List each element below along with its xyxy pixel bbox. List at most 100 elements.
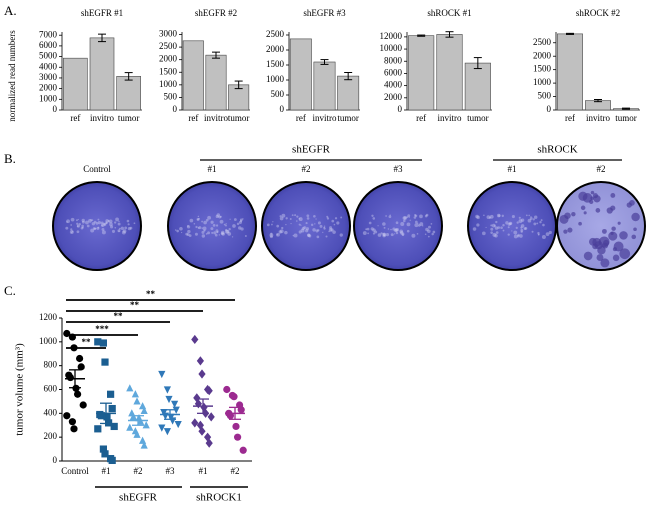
well-texture [612,254,620,262]
data-point [165,395,173,404]
well-texture [107,220,110,223]
well-label: Control [83,164,111,174]
well-texture [532,218,535,221]
well-texture [424,233,427,236]
well-texture [312,228,316,232]
well-texture [215,214,219,219]
well-texture [81,218,85,223]
well-texture [201,220,204,223]
y-tick-label: 5000 [39,51,58,61]
well-texture [541,235,546,239]
data-point [63,412,71,420]
y-tick-label: 1500 [533,64,552,74]
well-texture [109,222,113,227]
well-texture [90,219,92,221]
x-tick-label: tumor [228,113,250,123]
well-texture [425,213,429,217]
well-texture [402,234,404,236]
well-texture [66,221,68,223]
well-texture [90,228,95,233]
significance-label: *** [95,324,109,334]
well-texture [419,214,423,219]
well-texture [488,216,492,219]
well-texture [315,229,319,233]
error-bar [417,34,426,37]
well-texture [427,229,431,233]
well-texture [101,223,105,227]
y-tick-label: 0 [547,104,552,114]
x-tick-label: ref [416,113,426,123]
well-texture [601,228,607,234]
error-bar [234,80,243,90]
well-texture [279,216,284,221]
y-tick-label: 6000 [384,68,403,78]
well-texture [382,232,386,237]
well-texture [276,224,280,228]
well-texture [88,218,92,223]
well-texture [372,232,376,235]
well-texture [207,231,210,235]
data-point [163,428,171,436]
data-point [129,412,137,421]
data-point [101,358,109,366]
well-texture [307,233,311,237]
bar [436,34,463,111]
data-point [163,386,171,394]
well-texture [497,214,501,217]
well-texture [279,215,282,218]
well-texture [120,226,125,230]
well-texture [382,222,386,226]
well-texture [186,233,190,237]
well-texture [517,233,520,237]
well-texture [239,218,243,222]
y-tick-label: 1000 [39,93,58,103]
well-texture [105,221,108,224]
well-texture [322,231,324,234]
well-texture [406,216,409,219]
error-bar [98,33,106,43]
well-texture [371,214,374,217]
y-tick-label: 12000 [380,31,403,41]
well-texture [103,223,106,226]
well-texture [513,234,518,239]
data-point [191,418,199,428]
well-texture [422,225,424,227]
well-texture [336,221,340,225]
well-texture [382,234,386,238]
x-tick-label: ref [70,113,80,123]
well-texture [114,221,117,224]
data-point [108,456,116,465]
group-label: shROCK [537,144,577,156]
well-texture [631,234,637,240]
well-texture [493,225,496,227]
well-texture [495,220,498,224]
well-texture [221,232,225,236]
well-texture [501,214,504,218]
well-texture [497,226,501,229]
well-texture [372,217,376,220]
well-texture [538,233,540,236]
x-tick-label: invitro [204,113,228,123]
bar [89,37,115,111]
well-texture [229,218,231,220]
well-texture [537,233,540,236]
bar [289,38,312,111]
data-point [107,390,115,398]
well-texture [542,223,545,227]
well-texture [539,220,542,224]
well-texture [118,230,120,232]
well-texture [285,217,288,220]
well-texture [276,233,279,236]
well-texture [518,219,523,224]
well-texture [101,224,103,227]
well-texture [394,228,398,232]
y-tick-label: 2000 [384,92,403,102]
well-texture [490,227,494,231]
y-tick-label: 4000 [384,80,403,90]
error-bar [320,59,329,65]
well-texture [194,232,198,236]
well-texture [372,228,376,232]
x-tick-label: invitro [438,113,462,123]
well-texture [242,218,244,220]
